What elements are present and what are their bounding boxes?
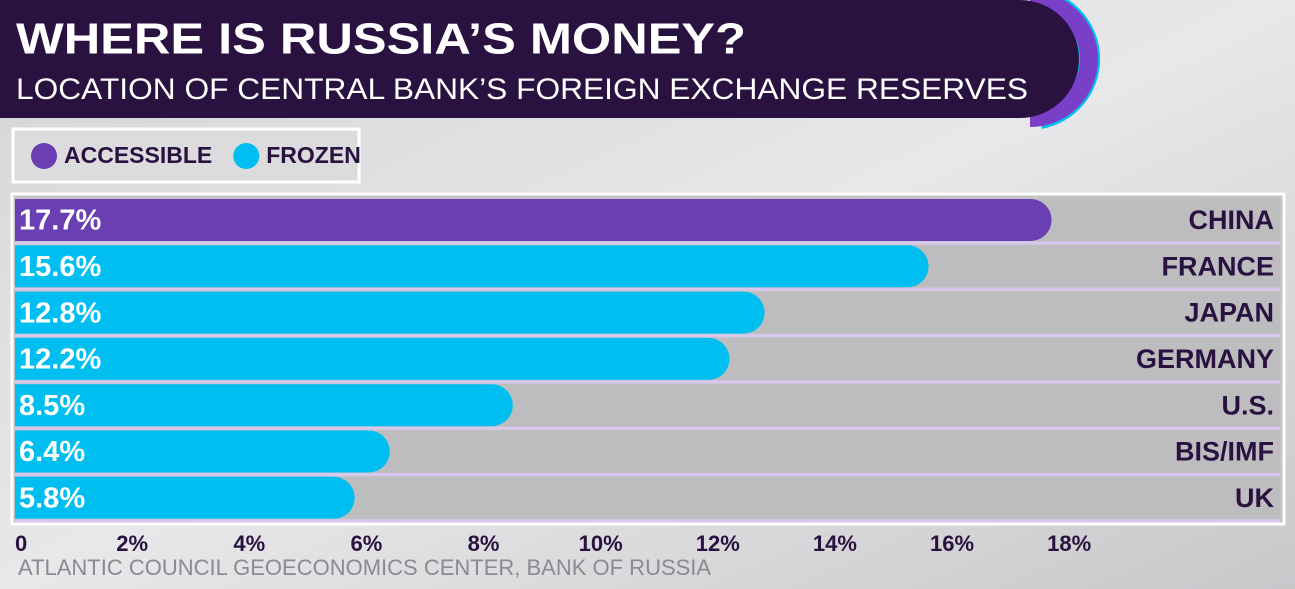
bar (15, 337, 730, 380)
x-tick-label: 6% (350, 531, 382, 556)
category-label: GERMANY (1136, 344, 1274, 374)
bar (15, 245, 929, 288)
value-label: 8.5% (19, 390, 85, 422)
legend-label: FROZEN (266, 142, 361, 168)
legend-dot (233, 143, 260, 169)
header-arc-purple (1029, 0, 1098, 127)
bar (15, 430, 390, 473)
legend-label: ACCESSIBLE (64, 142, 212, 168)
value-label: 17.7% (19, 205, 101, 237)
x-tick-label: 2% (116, 531, 148, 556)
category-label: CHINA (1189, 205, 1275, 235)
value-label: 6.4% (19, 436, 85, 468)
category-label: JAPAN (1184, 298, 1274, 328)
category-label: UK (1235, 483, 1274, 513)
x-tick-label: 10% (579, 531, 623, 556)
value-label: 15.6% (19, 251, 101, 283)
chart-title: WHERE IS RUSSIA’S MONEY? (16, 15, 746, 64)
value-label: 12.2% (19, 344, 101, 376)
bar (15, 291, 765, 334)
source: ATLANTIC COUNCIL GEOECONOMICS CENTER, BA… (18, 555, 711, 580)
x-tick-label: 8% (468, 531, 500, 556)
category-label: BIS/IMF (1175, 437, 1274, 467)
x-tick-label: 18% (1047, 531, 1091, 556)
bar (14, 199, 1052, 241)
x-tick-label: 0 (15, 531, 27, 556)
category-label: FRANCE (1162, 251, 1275, 281)
bar (14, 384, 513, 427)
legend-dot (31, 143, 57, 169)
x-tick-label: 4% (233, 531, 265, 556)
header-band (0, 0, 1079, 118)
bar (15, 476, 355, 519)
x-tick-label: 14% (813, 531, 857, 556)
x-tick-label: 12% (696, 531, 740, 556)
value-label: 12.8% (19, 297, 101, 329)
category-label: U.S. (1221, 390, 1274, 420)
x-tick-label: 16% (930, 531, 974, 556)
legend-box (11, 127, 361, 184)
value-label: 5.8% (19, 482, 85, 514)
chart-subtitle: LOCATION OF CENTRAL BANK’S FOREIGN EXCHA… (16, 73, 1028, 106)
